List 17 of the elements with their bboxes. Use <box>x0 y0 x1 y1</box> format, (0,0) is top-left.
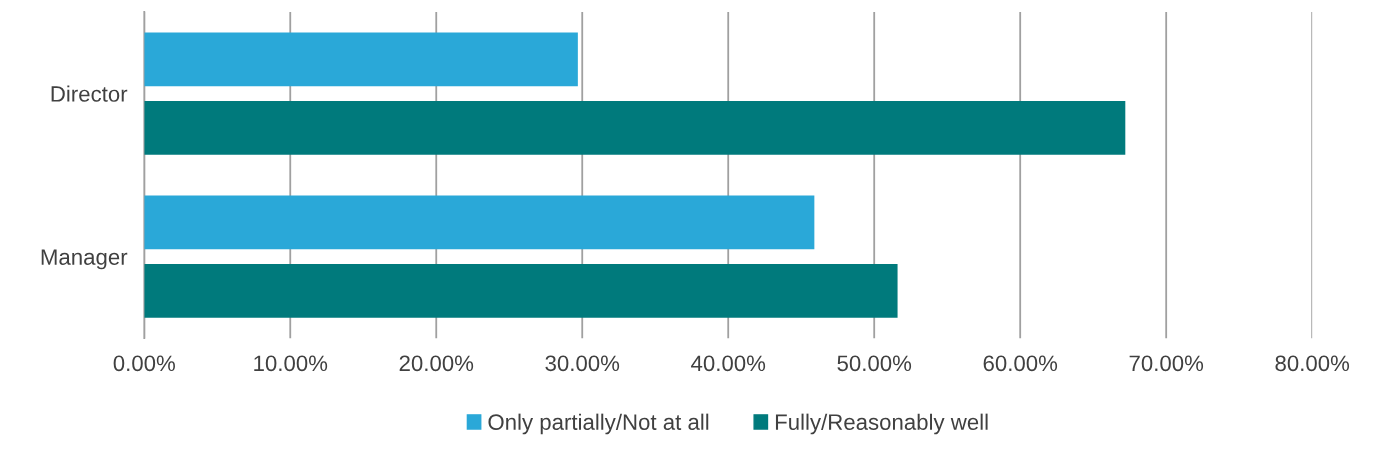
x-tick-label: 40.00% <box>691 355 766 372</box>
x-tick-label: 20.00% <box>399 355 474 372</box>
bar <box>144 195 815 250</box>
bar <box>144 32 578 87</box>
x-tick-label: 80.00% <box>1275 355 1350 372</box>
y-tick-label: Manager <box>41 249 128 270</box>
x-tick-label: 10.00% <box>254 355 328 372</box>
x-tick-label: 0.00% <box>113 355 175 372</box>
y-tick-label: Director <box>51 85 128 102</box>
legend-label: Only partially/Not at all <box>488 413 709 435</box>
bar <box>144 100 1126 155</box>
bar <box>144 263 898 318</box>
x-tick-label: 50.00% <box>837 355 912 372</box>
x-tick-label: 60.00% <box>983 355 1058 372</box>
legend-label: Fully/Reasonably well <box>775 413 988 435</box>
x-tick-label: 70.00% <box>1129 355 1204 372</box>
x-tick-label: 30.00% <box>545 355 620 372</box>
